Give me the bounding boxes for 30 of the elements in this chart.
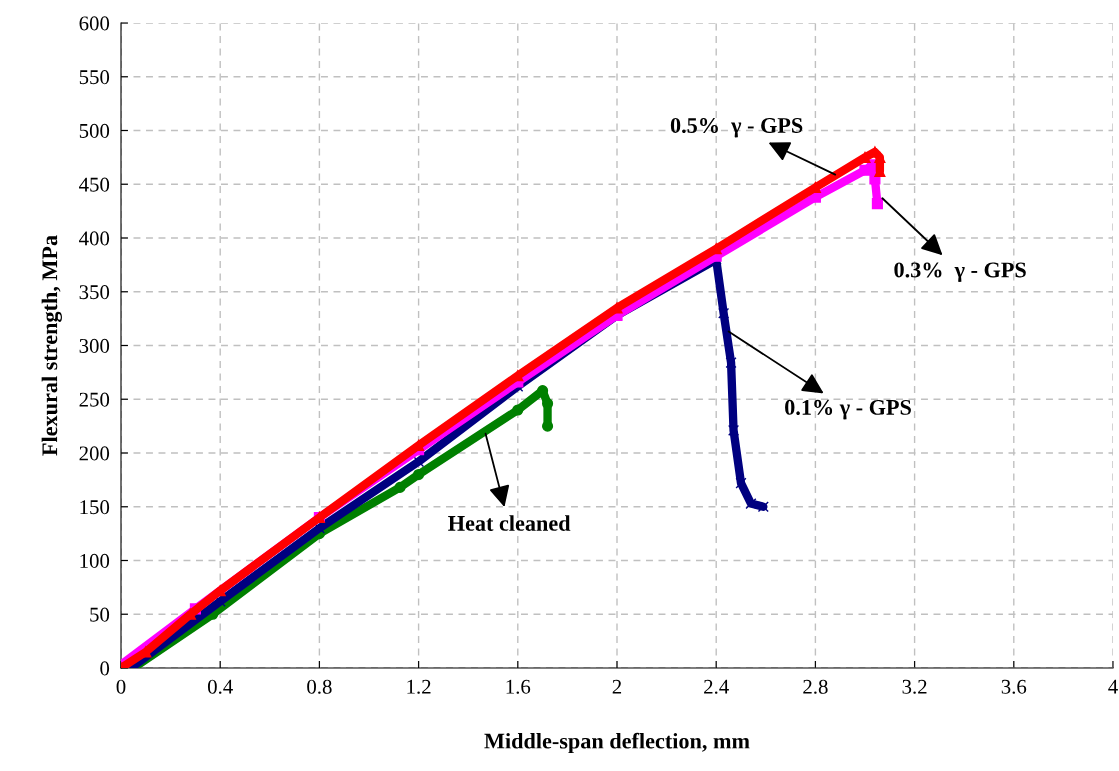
x-tick-label: 0 <box>116 679 126 694</box>
y-tick-label: 200 <box>79 446 110 461</box>
x-axis-title: Middle-span deflection, mm <box>484 732 750 754</box>
y-tick-label: 50 <box>90 607 110 622</box>
x-tick-label: 2.8 <box>803 679 828 694</box>
x-tick-label: 4 <box>1108 679 1118 694</box>
annotation: 0.1% γ - GPS <box>785 399 911 420</box>
annotation: 0.3% γ - GPS <box>894 262 1026 282</box>
y-tick-label: 250 <box>79 392 110 407</box>
y-tick-label: 100 <box>80 553 110 568</box>
annotation: 0.5% γ - GPS <box>670 117 803 138</box>
y-tick-label: 350 <box>79 285 110 300</box>
y-axis-title: Flexural strength, MPa <box>41 235 62 456</box>
y-tick-label: 300 <box>79 338 110 353</box>
y-tick-label: 600 <box>79 16 110 31</box>
x-tick-label: 2 <box>612 679 622 694</box>
x-tick-label: 2.4 <box>704 679 729 694</box>
x-tick-label: 1.6 <box>506 679 531 694</box>
y-tick-label: 450 <box>79 177 110 192</box>
y-tick-label: 500 <box>79 123 110 138</box>
x-tick-label: 3.6 <box>1001 679 1027 694</box>
y-tick-label: 0 <box>100 661 110 676</box>
y-tick-label: 550 <box>79 70 110 85</box>
x-tick-label: 0.4 <box>207 679 233 694</box>
annotation: Heat cleaned <box>448 515 571 531</box>
y-tick-label: 400 <box>79 231 110 246</box>
x-tick-label: 3.2 <box>902 679 927 694</box>
y-tick-label: 150 <box>80 500 110 515</box>
x-tick-label: 0.8 <box>307 679 332 694</box>
x-tick-label: 1.2 <box>407 679 431 694</box>
